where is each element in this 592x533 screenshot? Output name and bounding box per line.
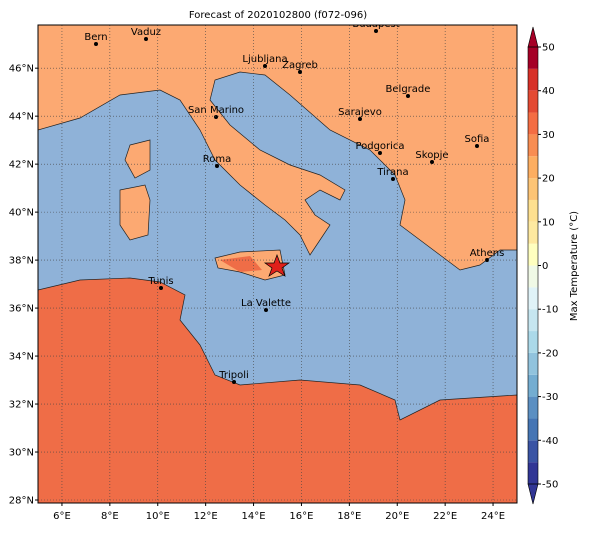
city-label: Ljubljana <box>242 54 287 65</box>
city-dot <box>430 160 434 164</box>
map-frame <box>37 24 518 504</box>
city-dot <box>159 286 163 290</box>
city-label: Roma <box>203 154 232 165</box>
colorbar-band <box>528 134 538 157</box>
colorbar-band <box>528 47 538 69</box>
city-dot <box>298 70 302 74</box>
city-dot <box>374 29 378 33</box>
city-label: Tripoli <box>218 370 249 381</box>
y-tick-label: 42°N <box>9 160 34 171</box>
europe <box>38 25 517 271</box>
colorbar-band <box>528 396 538 419</box>
city-dot <box>475 144 479 148</box>
colorbar-band <box>528 418 538 441</box>
city-label: Skopje <box>415 150 448 161</box>
colorbar-label: Max Temperature (°C) <box>569 211 580 321</box>
colorbar-band <box>528 156 538 179</box>
x-tick-label: 8°E <box>101 511 119 522</box>
colorbar-band <box>528 352 538 375</box>
city-dot <box>406 94 410 98</box>
city-label: Athens <box>470 248 505 259</box>
city-dot <box>263 64 267 68</box>
colorbar-extend-bottom <box>527 483 539 505</box>
colorbar-tick-label: 10 <box>542 217 555 228</box>
y-tick-label: 44°N <box>9 112 34 123</box>
city-label: Bern <box>84 32 107 43</box>
y-tick-label: 40°N <box>9 208 34 219</box>
y-tick-label: 38°N <box>9 256 34 267</box>
colorbar-band <box>528 178 538 200</box>
city-dot <box>144 37 148 41</box>
colorbar-band <box>528 374 538 397</box>
y-tick-label: 34°N <box>9 352 34 363</box>
colorbar-band <box>528 265 538 288</box>
x-tick-label: 12°E <box>194 511 218 522</box>
x-tick-label: 6°E <box>53 511 71 522</box>
colorbar-tick-label: 30 <box>542 130 555 141</box>
city-label: Podgorica <box>355 141 404 152</box>
colorbar-band <box>528 90 538 113</box>
city-dot <box>215 164 219 168</box>
colorbar-tick-label: 40 <box>542 86 555 97</box>
colorbar-tick-label: 50 <box>542 43 555 54</box>
x-tick-label: 22°E <box>433 511 457 522</box>
city-label: Budapest <box>352 19 399 30</box>
x-tick-label: 20°E <box>385 511 409 522</box>
y-tick-label: 46°N <box>9 64 34 75</box>
city-dot <box>358 117 362 121</box>
city-dot <box>378 151 382 155</box>
x-tick-label: 24°E <box>481 511 505 522</box>
colorbar-band <box>528 287 538 310</box>
x-tick-label: 18°E <box>337 511 361 522</box>
city-dot <box>232 380 236 384</box>
city-label: Sarajevo <box>338 107 382 118</box>
y-tick-label: 32°N <box>9 400 34 411</box>
colorbar-band <box>528 309 538 332</box>
city-dot <box>94 42 98 46</box>
city-dot <box>264 308 268 312</box>
colorbar-band <box>528 440 538 463</box>
city-label: Vaduz <box>131 27 161 38</box>
colorbar-tick-label: -50 <box>542 480 558 491</box>
y-tick-label: 30°N <box>9 448 34 459</box>
colorbar-tick-label: 20 <box>542 174 555 185</box>
colorbar-band <box>528 68 538 91</box>
x-tick-label: 10°E <box>146 511 170 522</box>
colorbar-tick-label: -10 <box>542 305 558 316</box>
colorbar-band <box>528 462 538 484</box>
city-label: San Marino <box>188 105 244 116</box>
colorbar-band <box>528 331 538 353</box>
sardinia <box>119 184 151 241</box>
event-star <box>263 254 291 277</box>
x-tick-label: 14°E <box>242 511 266 522</box>
city-label: Tunis <box>147 276 173 287</box>
colorbar-band <box>528 243 538 266</box>
colorbar-extend-top <box>527 26 539 48</box>
colorbar-band <box>528 221 538 244</box>
city-dot <box>485 258 489 262</box>
city-dot <box>391 177 395 181</box>
city-label: Sofia <box>465 134 490 145</box>
title: Forecast of 2020102800 (f072-096) <box>189 10 367 21</box>
city-label: La Valette <box>241 298 291 309</box>
colorbar-tick-label: 0 <box>542 261 548 272</box>
colorbar: -50 -40 -30 -20 -10 0 10 20 30 40 50 Max Temperatur… <box>527 26 580 505</box>
city-label: Belgrade <box>386 84 431 95</box>
colorbar-tick-label: -30 <box>542 392 558 403</box>
corsica <box>124 139 151 179</box>
city-label: Tirana <box>376 167 408 178</box>
colorbar-band <box>528 199 538 222</box>
y-tick-label: 28°N <box>9 496 34 507</box>
colorbar-tick-label: -40 <box>542 436 558 447</box>
colorbar-band <box>528 112 538 135</box>
x-tick-label: 16°E <box>289 511 313 522</box>
y-tick-label: 36°N <box>9 304 34 315</box>
colorbar-tick-label: -20 <box>542 348 558 359</box>
city-label: Zagreb <box>282 60 318 71</box>
